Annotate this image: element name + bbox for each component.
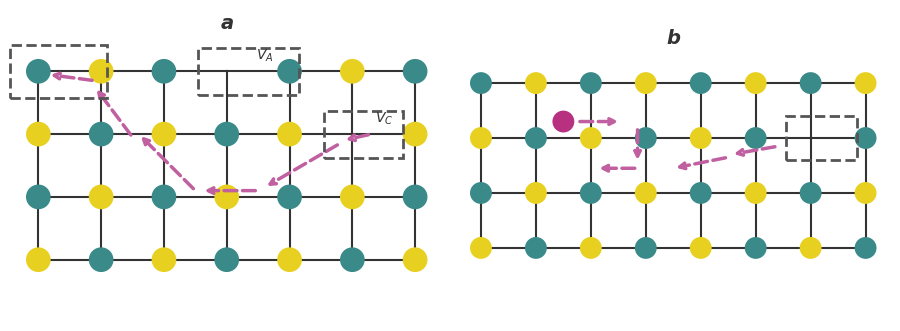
Circle shape	[691, 73, 711, 93]
Circle shape	[27, 60, 50, 83]
Bar	[786, 116, 858, 160]
Circle shape	[404, 123, 427, 145]
Circle shape	[801, 238, 821, 258]
Circle shape	[278, 60, 301, 83]
Text: $V_C$: $V_C$	[374, 110, 393, 126]
Circle shape	[404, 186, 427, 208]
Circle shape	[471, 73, 491, 93]
Circle shape	[856, 238, 876, 258]
Circle shape	[691, 128, 711, 148]
Circle shape	[278, 123, 301, 145]
Circle shape	[636, 128, 656, 148]
Circle shape	[471, 128, 491, 148]
Circle shape	[153, 123, 176, 145]
Circle shape	[341, 248, 364, 271]
Circle shape	[90, 123, 112, 145]
Circle shape	[153, 60, 176, 83]
Circle shape	[856, 128, 876, 148]
Circle shape	[341, 186, 364, 208]
Circle shape	[27, 123, 50, 145]
Circle shape	[90, 60, 112, 83]
Circle shape	[801, 73, 821, 93]
Circle shape	[581, 183, 600, 203]
Circle shape	[153, 186, 176, 208]
Circle shape	[153, 248, 176, 271]
Circle shape	[526, 183, 545, 203]
Circle shape	[636, 73, 656, 93]
Circle shape	[581, 73, 600, 93]
Circle shape	[341, 60, 364, 83]
Circle shape	[90, 248, 112, 271]
Circle shape	[746, 73, 766, 93]
Circle shape	[691, 183, 711, 203]
Circle shape	[801, 183, 821, 203]
Circle shape	[856, 183, 876, 203]
Bar	[324, 111, 402, 158]
Circle shape	[215, 123, 238, 145]
Circle shape	[27, 248, 50, 271]
Circle shape	[691, 238, 711, 258]
Circle shape	[856, 73, 876, 93]
Circle shape	[581, 238, 600, 258]
Circle shape	[526, 238, 545, 258]
Title: b: b	[666, 29, 680, 49]
Circle shape	[471, 238, 491, 258]
Circle shape	[746, 128, 766, 148]
Title: a: a	[220, 14, 233, 33]
Circle shape	[404, 248, 427, 271]
Circle shape	[636, 183, 656, 203]
Circle shape	[27, 186, 50, 208]
Bar	[10, 45, 107, 98]
Circle shape	[471, 183, 491, 203]
Circle shape	[554, 112, 573, 131]
Circle shape	[90, 186, 112, 208]
Circle shape	[215, 248, 238, 271]
Circle shape	[278, 248, 301, 271]
Circle shape	[581, 128, 600, 148]
Circle shape	[215, 186, 238, 208]
Circle shape	[404, 60, 427, 83]
Circle shape	[636, 238, 656, 258]
Text: $V_A$: $V_A$	[256, 47, 274, 64]
Circle shape	[746, 183, 766, 203]
Bar	[199, 48, 299, 95]
Circle shape	[278, 186, 301, 208]
Circle shape	[526, 73, 545, 93]
Circle shape	[746, 238, 766, 258]
Circle shape	[526, 128, 545, 148]
